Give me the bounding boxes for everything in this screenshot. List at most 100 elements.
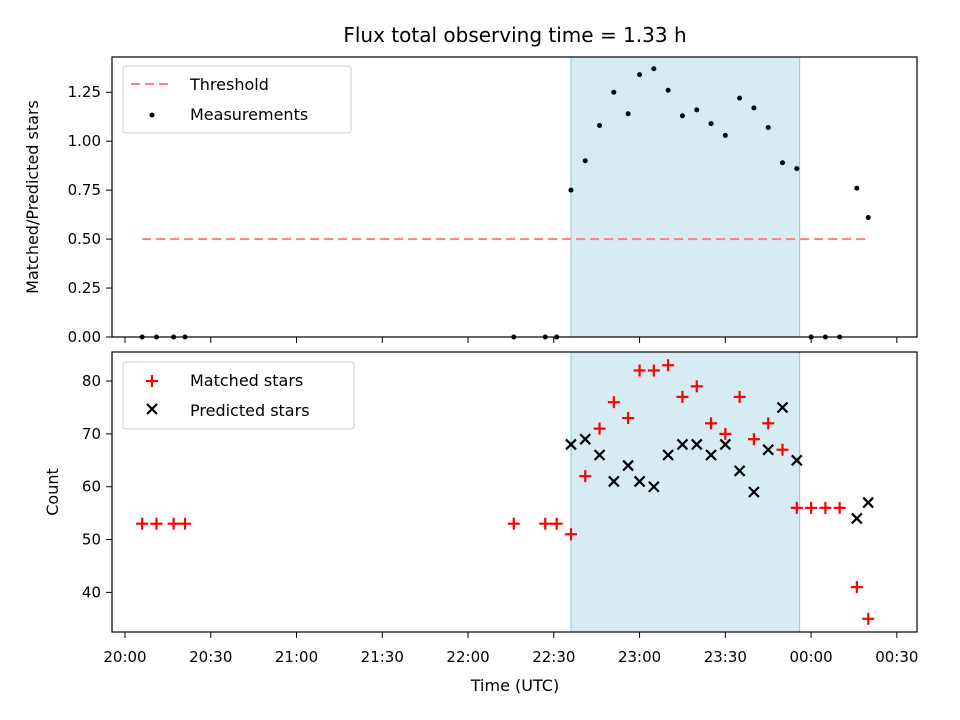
bottom-y-ticks: 40 50 60 70 80 [82,372,112,601]
predicted-star-point [662,449,674,461]
x-tick-label: 21:30 [361,648,404,666]
x-tick-label: 20:00 [103,648,146,666]
measurement-point [854,185,860,191]
measurement-point [694,107,700,113]
matched-star-point [747,433,760,446]
matched-star-point [790,501,803,514]
predicted-star-point [676,438,689,451]
top-axes-frame [111,56,918,338]
measurement-point [794,166,800,172]
matched-star-point [776,443,789,456]
matched-star-point [819,501,832,514]
chart-title: Flux total observing time = 1.33 h [343,23,686,47]
predicted-star-point [862,496,875,509]
measurement-point [611,89,617,95]
matched-star-point [136,517,149,530]
matched-star-point [550,517,563,530]
predicted-star-point [748,486,760,498]
bottom-x-ticks: 20:00 20:30 21:00 21:30 22:00 22:30 23:00 23:30… [103,632,918,666]
matched-star-point [850,581,863,594]
measurement-point [651,66,657,72]
bottom-y-axis-label: Count [43,468,62,516]
legend-predicted-label: Predicted stars [190,401,310,420]
matched-star-point [805,501,818,514]
bottom-legend: Matched stars Predicted stars [122,361,355,430]
x-tick-label: 22:30 [532,648,575,666]
matched-star-point [507,517,520,530]
measurement-point [722,132,728,138]
y-tick-label: 0.50 [68,230,101,248]
x-tick-label: 00:30 [875,648,918,666]
legend-measurements-swatch [149,112,155,118]
matched-star-point [690,380,703,393]
legend-threshold-label: Threshold [189,75,269,94]
predicted-star-point [851,512,863,525]
measurement-point [568,187,574,193]
matched-star-point [762,417,775,430]
legend-matched-label: Matched stars [190,371,303,390]
measurement-point [751,105,757,111]
matched-star-point [633,364,646,377]
x-tick-label: 23:30 [704,648,747,666]
top-panel: 0.00 0.25 0.50 0.75 1.00 1.25 Matched/Predict… [23,56,918,346]
x-tick-label: 23:00 [618,648,661,666]
legend-predicted-swatch [146,403,158,415]
matched-star-point [622,412,635,425]
predicted-star-point [633,475,646,488]
top-legend: Threshold Measurements [122,65,352,134]
matched-star-point [564,528,577,541]
matched-star-point [662,359,675,372]
y-tick-label: 1.25 [68,83,101,101]
predicted-star-point [719,438,732,451]
predicted-star-point [705,449,717,461]
measurement-point [582,158,588,164]
predicted-star-point [579,433,592,445]
matched-star-point [179,517,192,530]
matched-star-point [733,390,746,403]
y-tick-label: 70 [82,425,101,443]
x-tick-label: 20:30 [189,648,232,666]
predicted-star-point [593,449,606,461]
highlight-span [570,56,801,338]
bottom-legend-box [122,361,355,430]
x-tick-label: 21:00 [275,648,318,666]
predicted-star-point [648,480,660,493]
matched-star-point [862,612,875,625]
matched-star-point [579,470,592,483]
predicted-star-point [791,454,803,467]
measurement-point [865,215,871,221]
matched-star-point [705,417,718,430]
matched-star-point [647,364,660,377]
matched-star-point [539,517,552,530]
matched-star-point [593,422,606,435]
measurement-point [665,87,671,93]
legend-matched-swatch [146,375,158,387]
bottom-star-points [136,359,875,625]
highlight-span [570,351,801,633]
matched-star-point [676,390,689,403]
measurement-point [765,124,771,130]
measurement-point [597,123,603,129]
predicted-star-point [608,475,620,488]
top-legend-box [122,65,352,134]
matched-star-point [167,517,180,530]
legend-measurements-label: Measurements [190,105,308,124]
matched-star-point [833,501,846,514]
top-x-ticks [124,337,898,343]
y-tick-label: 1.00 [68,132,101,150]
bottom-highlight-span [570,351,801,633]
bottom-panel: 40 50 60 70 80 20:00 20:30 21:00 21:30 22:00 22:3… [43,351,918,695]
x-tick-label: 00:00 [789,648,832,666]
y-tick-label: 0.75 [68,181,101,199]
measurement-point [737,95,743,101]
measurement-point [780,160,786,166]
x-axis-label: Time (UTC) [470,676,559,695]
matched-star-point [719,427,732,440]
measurement-point [637,72,643,78]
y-tick-label: 50 [82,531,101,549]
top-y-ticks: 0.00 0.25 0.50 0.75 1.00 1.25 [68,83,112,346]
predicted-star-point [622,459,634,472]
x-tick-label: 22:00 [446,648,489,666]
predicted-star-point [690,438,703,451]
